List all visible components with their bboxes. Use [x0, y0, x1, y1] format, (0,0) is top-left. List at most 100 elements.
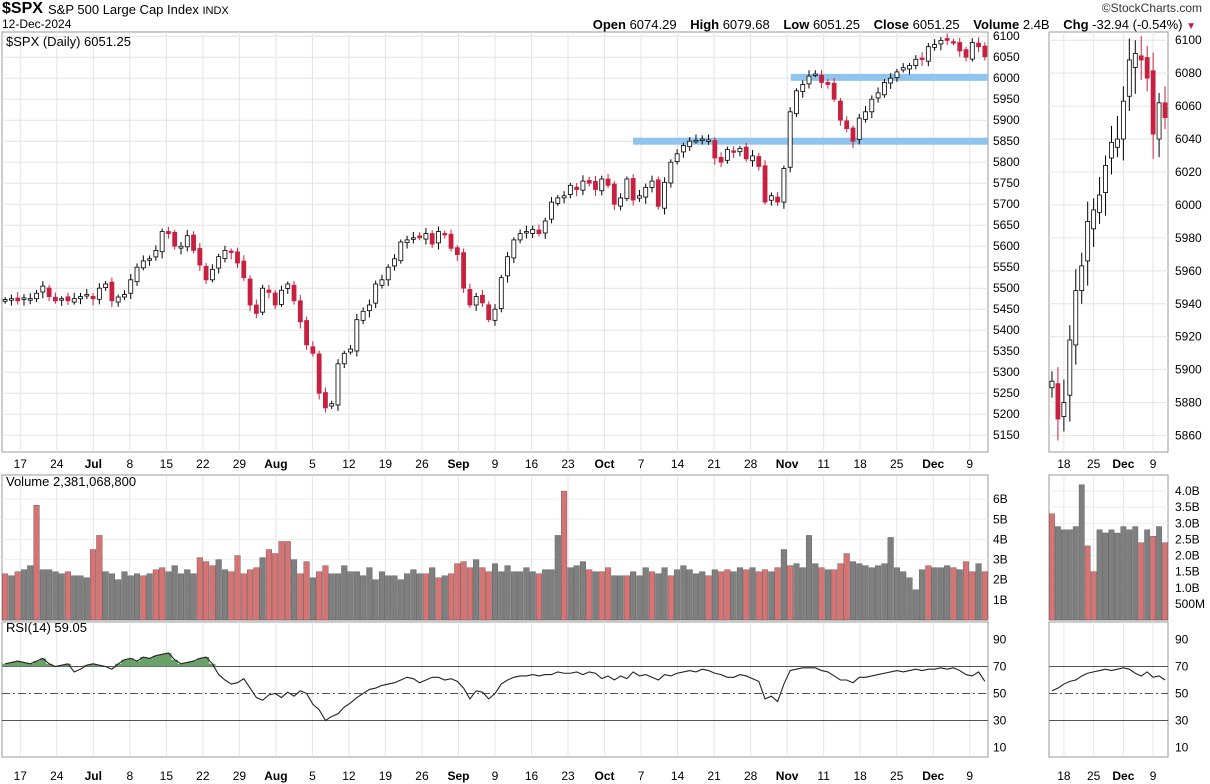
volume-bar — [849, 561, 857, 621]
candle-body — [750, 155, 755, 162]
candle-body — [473, 296, 479, 306]
volume-bar — [1066, 529, 1073, 621]
candle-body — [681, 144, 686, 153]
time-tick-label-bottom: 12 — [342, 769, 356, 783]
price-tick-label: 5350 — [993, 344, 1020, 358]
candle-body — [869, 98, 875, 113]
candle-body — [153, 249, 159, 258]
volume-bar — [969, 571, 976, 621]
price-tick-label: 5650 — [993, 218, 1020, 232]
volume-bar — [27, 565, 34, 621]
chg-label: Chg — [1063, 17, 1089, 32]
candle-body — [530, 228, 536, 234]
volume-bar — [221, 569, 228, 621]
volume-bar — [799, 567, 806, 621]
candle-body — [856, 117, 862, 140]
volume-bar — [64, 571, 71, 621]
volume-bar — [404, 573, 411, 621]
low-label: Low — [783, 17, 810, 32]
candle-body — [222, 249, 228, 259]
candle-body — [96, 287, 102, 300]
rsi-tick-label: 90 — [1175, 633, 1189, 647]
time-tick-label-bottom: Jul — [85, 769, 102, 783]
candle-body — [1144, 57, 1150, 79]
volume-bar — [881, 563, 888, 621]
candle-body — [825, 82, 831, 85]
time-tick-label: 23 — [561, 457, 575, 471]
candle-body — [454, 247, 460, 255]
volume-bar — [177, 573, 185, 621]
volume-bar — [667, 575, 674, 621]
price-tick-label: 5450 — [993, 302, 1020, 316]
index-type: INDX — [202, 5, 229, 17]
volume-bar — [718, 571, 725, 621]
time-tick-label: Dec — [922, 457, 944, 471]
volume-bar — [950, 567, 957, 621]
candle-body — [21, 297, 27, 300]
volume-tick-label: 6B — [993, 492, 1008, 506]
volume-bar — [1090, 571, 1097, 621]
volume-bar — [316, 571, 323, 621]
volume-bar — [661, 567, 668, 621]
candle-body — [166, 231, 171, 234]
volume-bar — [743, 569, 750, 621]
candle-body — [699, 138, 705, 142]
volume-bar — [498, 571, 505, 621]
volume-panel-title: Volume 2,381,068,800 — [6, 474, 136, 489]
volume-bar — [611, 575, 618, 621]
candle-body — [819, 74, 824, 83]
volume-bar — [1055, 526, 1061, 621]
volume-bar — [152, 569, 159, 621]
candle-body — [184, 235, 190, 248]
candle-body — [1103, 165, 1108, 193]
candle-body — [480, 294, 485, 304]
brand-watermark[interactable]: ©StockCharts.com — [1101, 1, 1202, 15]
candle-body — [567, 184, 573, 195]
candle-body — [366, 304, 372, 312]
time-tick-label: 11 — [817, 457, 830, 471]
volume-panel-frame — [1048, 474, 1169, 621]
candle-body — [209, 268, 215, 281]
candle-body — [348, 348, 353, 353]
candle-body — [228, 250, 234, 253]
volume-bar — [925, 565, 932, 621]
volume-bar — [919, 569, 926, 621]
time-tick-label-bottom: 7 — [638, 769, 645, 783]
price-tick-label: 6060 — [1175, 99, 1202, 113]
candle-body — [624, 178, 630, 199]
volume-bar — [636, 575, 643, 621]
candle-body — [253, 304, 259, 314]
time-tick-label: 16 — [525, 457, 539, 471]
volume-bar — [215, 559, 222, 621]
candle-body — [831, 82, 837, 100]
time-tick-label: 12 — [342, 457, 356, 471]
time-tick-label-bottom: 17 — [14, 769, 28, 783]
candle-body — [561, 195, 567, 199]
candle-body — [599, 178, 605, 192]
price-tick-label: 6100 — [993, 29, 1020, 43]
candle-body — [285, 283, 291, 289]
volume-bar — [366, 567, 373, 621]
time-tick-label: 5 — [309, 457, 316, 471]
time-tick-label-bottom: 22 — [196, 769, 210, 783]
volume-bar — [887, 537, 894, 621]
volume-bar — [1114, 532, 1121, 621]
candle-body — [404, 239, 410, 244]
time-tick-label-bottom: 25 — [1087, 769, 1101, 783]
candle-body — [542, 220, 548, 234]
price-tick-label: 5950 — [993, 92, 1020, 106]
volume-bar — [931, 567, 938, 621]
time-tick-label-bottom: 26 — [415, 769, 429, 783]
rsi-tick-label: 70 — [993, 660, 1007, 674]
candle-body — [611, 183, 617, 205]
candle-body — [78, 296, 83, 300]
candle-body — [919, 57, 925, 60]
high-label: High — [690, 17, 720, 32]
volume-bar — [542, 569, 549, 621]
rsi-tick-label: 50 — [1175, 687, 1189, 701]
volume-bar — [297, 573, 304, 621]
volume-bar — [724, 569, 731, 621]
candle-body — [354, 319, 360, 352]
volume-bar — [1162, 542, 1168, 621]
